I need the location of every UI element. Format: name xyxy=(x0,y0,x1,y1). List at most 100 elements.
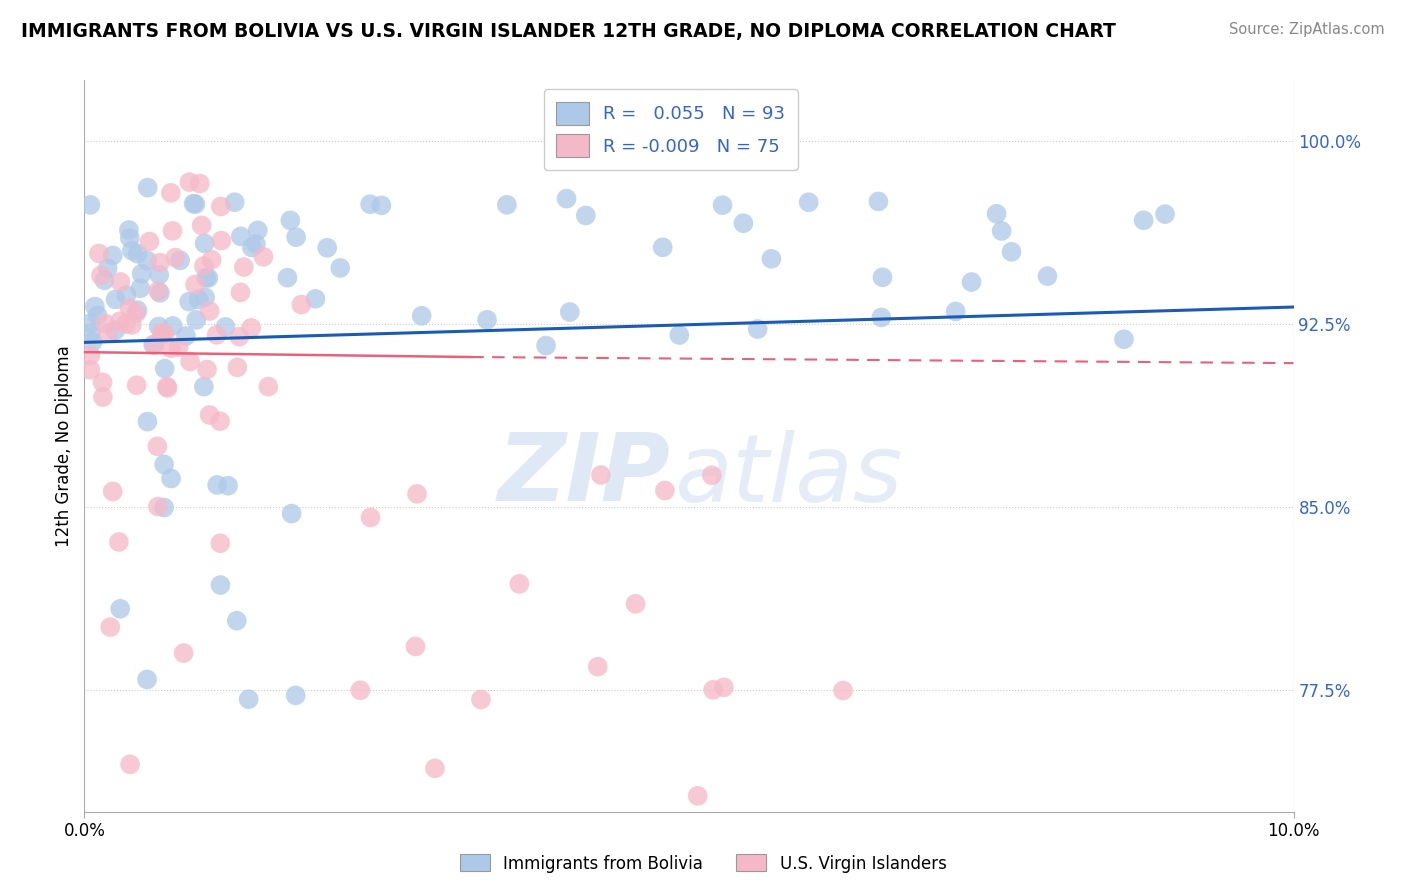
Point xyxy=(285,230,308,244)
Point xyxy=(508,577,530,591)
Point xyxy=(1000,244,1022,259)
Point xyxy=(702,682,724,697)
Point xyxy=(149,255,172,269)
Point xyxy=(79,363,101,377)
Point xyxy=(555,192,578,206)
Point xyxy=(125,378,148,392)
Point xyxy=(252,250,274,264)
Point xyxy=(586,659,609,673)
Point xyxy=(97,261,120,276)
Point xyxy=(575,209,598,223)
Point xyxy=(150,326,173,340)
Point xyxy=(290,297,312,311)
Point xyxy=(98,620,121,634)
Point xyxy=(316,241,339,255)
Point xyxy=(179,175,201,189)
Point xyxy=(229,285,252,300)
Point xyxy=(654,483,676,498)
Point xyxy=(152,326,174,340)
Point xyxy=(713,681,735,695)
Point xyxy=(209,199,232,213)
Point xyxy=(188,177,211,191)
Point xyxy=(127,303,149,318)
Point xyxy=(118,301,141,316)
Point xyxy=(83,300,105,314)
Point xyxy=(153,500,176,515)
Point xyxy=(162,318,184,333)
Point xyxy=(121,318,143,332)
Point xyxy=(167,340,190,354)
Point xyxy=(118,757,141,772)
Point xyxy=(198,408,221,422)
Point xyxy=(205,478,228,492)
Point xyxy=(195,270,218,285)
Point xyxy=(201,252,224,267)
Point xyxy=(148,319,170,334)
Point xyxy=(700,468,723,483)
Point xyxy=(209,578,232,592)
Point xyxy=(79,316,101,330)
Point xyxy=(82,334,104,349)
Point xyxy=(143,338,166,352)
Point xyxy=(187,293,209,307)
Point xyxy=(240,240,263,254)
Point xyxy=(945,304,967,318)
Point xyxy=(184,197,207,211)
Point xyxy=(209,536,232,550)
Point xyxy=(797,195,820,210)
Point xyxy=(118,231,141,245)
Point xyxy=(209,414,232,428)
Point xyxy=(569,128,592,143)
Point xyxy=(470,692,492,706)
Legend: Immigrants from Bolivia, U.S. Virgin Islanders: Immigrants from Bolivia, U.S. Virgin Isl… xyxy=(453,847,953,880)
Point xyxy=(872,270,894,285)
Point xyxy=(136,673,159,687)
Point xyxy=(115,317,138,331)
Point xyxy=(1112,332,1135,346)
Point xyxy=(214,319,236,334)
Point xyxy=(209,234,232,248)
Point xyxy=(194,290,217,304)
Point xyxy=(131,267,153,281)
Point xyxy=(651,240,673,254)
Point xyxy=(86,309,108,323)
Text: atlas: atlas xyxy=(675,430,903,521)
Point xyxy=(136,415,159,429)
Point xyxy=(153,361,176,376)
Point xyxy=(153,326,176,341)
Point xyxy=(136,180,159,194)
Point xyxy=(217,479,239,493)
Point xyxy=(589,468,612,483)
Point xyxy=(125,306,148,320)
Point xyxy=(184,277,207,292)
Point xyxy=(160,186,183,200)
Point xyxy=(245,237,267,252)
Point xyxy=(156,381,179,395)
Point xyxy=(149,285,172,300)
Point xyxy=(197,271,219,285)
Point xyxy=(475,312,498,326)
Point xyxy=(104,293,127,307)
Point xyxy=(360,510,382,524)
Point xyxy=(186,313,208,327)
Point xyxy=(108,602,131,616)
Point xyxy=(304,292,326,306)
Point xyxy=(174,329,197,343)
Point xyxy=(108,535,131,549)
Point xyxy=(198,304,221,318)
Point xyxy=(94,317,117,331)
Point xyxy=(93,273,115,287)
Point xyxy=(142,337,165,351)
Point xyxy=(232,260,254,274)
Point xyxy=(257,379,280,393)
Point xyxy=(534,338,557,352)
Point xyxy=(870,310,893,325)
Point xyxy=(1036,269,1059,284)
Point xyxy=(1132,213,1154,227)
Point xyxy=(832,683,855,698)
Point xyxy=(284,689,307,703)
Point xyxy=(146,439,169,453)
Point xyxy=(733,216,755,230)
Point xyxy=(240,321,263,335)
Point xyxy=(156,379,179,393)
